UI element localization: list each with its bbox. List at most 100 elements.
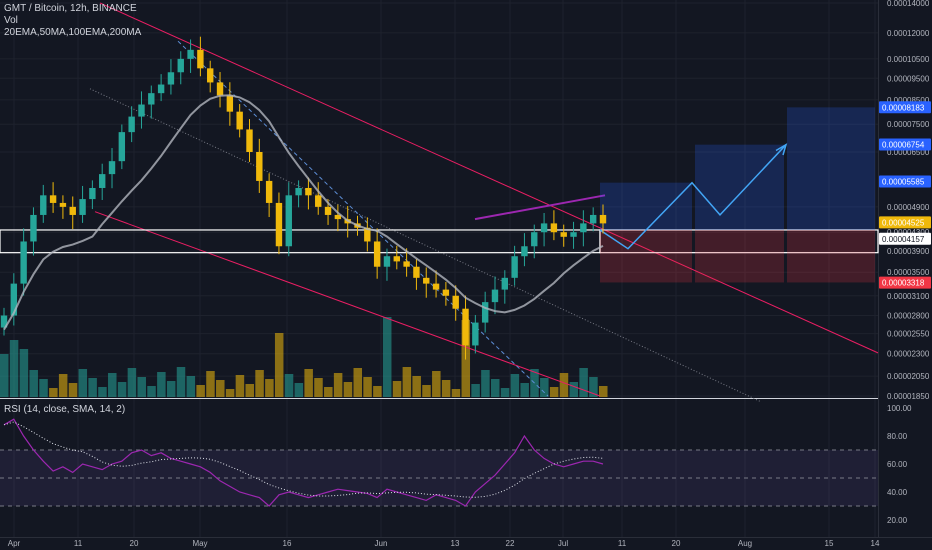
- candle: [128, 116, 135, 133]
- volume-bar: [274, 333, 284, 397]
- rsi-tick-label: 60.00: [887, 460, 908, 469]
- price-tick-label: 0.00003100: [887, 292, 930, 301]
- candle: [462, 308, 469, 346]
- volume-bar: [68, 383, 78, 397]
- candle: [432, 283, 440, 290]
- candle: [403, 261, 410, 267]
- candle: [501, 277, 509, 290]
- volume-bar: [500, 388, 510, 397]
- volume-bar: [0, 354, 9, 397]
- time-tick-label: 13: [451, 539, 460, 548]
- price-label-bg: [879, 101, 931, 114]
- volume-bars: [0, 317, 608, 397]
- candle: [187, 49, 194, 59]
- rsi-tick-label: 20.00: [887, 516, 908, 525]
- volume-bar: [549, 387, 559, 397]
- price-tick-label: 0.00001850: [887, 392, 930, 401]
- candle: [383, 256, 391, 267]
- stop-box: [600, 229, 692, 283]
- dashed-trendline: [177, 40, 549, 397]
- volume-bar: [117, 382, 127, 397]
- candle: [118, 132, 126, 162]
- candle: [413, 266, 420, 278]
- volume-bar: [196, 385, 205, 397]
- price-tick-label: 0.00002300: [887, 350, 930, 359]
- volume-bar: [157, 372, 166, 397]
- symbol-title: GMT / Bitcoin, 12h, BINANCE: [4, 3, 137, 14]
- candle: [481, 302, 489, 323]
- volume-bar: [490, 379, 500, 397]
- candle: [0, 315, 8, 328]
- price-label-bg: [879, 232, 931, 245]
- candle: [10, 283, 18, 316]
- candle: [256, 151, 263, 181]
- volume-bar: [284, 374, 294, 397]
- volume-bar: [382, 317, 392, 397]
- candle: [40, 195, 47, 215]
- candle: [177, 58, 184, 73]
- candle: [334, 214, 342, 220]
- candle: [531, 232, 538, 247]
- candle: [216, 82, 224, 96]
- volume-bar: [49, 388, 58, 397]
- moving-average-line: [3, 94, 604, 331]
- price-tick-label: 0.00003500: [887, 268, 930, 277]
- candle: [138, 104, 145, 117]
- price-axis[interactable]: 0.00014000 0.00012000 0.00010500 0.00009500…: [879, 0, 932, 537]
- target-box: [695, 144, 784, 230]
- resistance-line: [474, 194, 606, 221]
- time-tick-label: Jun: [375, 539, 388, 548]
- price-tick-label: 0.00012000: [887, 29, 930, 38]
- candle: [315, 195, 322, 207]
- rsi-axis[interactable]: 100.00 80.00 60.00 40.00 20.00: [887, 404, 912, 525]
- candle: [108, 161, 116, 175]
- candle: [589, 214, 597, 224]
- candle: [167, 72, 175, 85]
- candle: [560, 232, 567, 237]
- volume-bar: [432, 371, 441, 397]
- candle: [599, 214, 607, 224]
- volume-bar: [127, 368, 137, 397]
- volume-bar: [235, 375, 245, 397]
- price-label: 0.00006754: [879, 138, 931, 151]
- price-tick-label: 0.00009500: [887, 74, 930, 83]
- volume-bar: [108, 373, 117, 397]
- axis-background: [879, 0, 932, 537]
- price-label-text: 0.00004157: [882, 235, 925, 244]
- candle: [197, 49, 204, 69]
- volume-bar: [363, 377, 372, 397]
- time-tick-label: May: [192, 539, 207, 548]
- volume-bar: [324, 387, 333, 397]
- candle: [305, 187, 312, 196]
- price-tick-label: 0.00014000: [887, 0, 930, 8]
- time-axis[interactable]: Apr 11 20 May 16 Jun 13 22 Jul 11 20 Aug 15 14: [8, 539, 880, 548]
- volume-bar: [471, 384, 480, 397]
- price-label-bg: [879, 276, 931, 289]
- volume-bar: [481, 370, 490, 397]
- volume-bar: [402, 367, 412, 397]
- price-tick-label: 0.00010500: [887, 55, 930, 64]
- volume-bar: [245, 384, 254, 397]
- volume-bar: [255, 370, 264, 397]
- rsi-tick-label: 80.00: [887, 432, 908, 441]
- price-label-bg: [879, 216, 931, 229]
- target-box: [600, 182, 692, 230]
- candle: [364, 227, 371, 242]
- price-label-text: 0.00005585: [882, 177, 925, 186]
- trendline-drawings[interactable]: [0, 2, 879, 402]
- candle: [452, 295, 459, 309]
- candle: [295, 187, 302, 196]
- volume-bar: [304, 369, 313, 397]
- stop-box: [695, 229, 784, 283]
- time-tick-label: 20: [130, 539, 139, 548]
- volume-bar: [343, 382, 353, 397]
- candle: [30, 214, 37, 242]
- candle: [511, 256, 518, 278]
- candle: [69, 206, 76, 215]
- candle: [265, 180, 273, 203]
- volume-bar: [441, 380, 451, 397]
- volume-bar: [412, 376, 421, 397]
- price-tick-label: 0.00002050: [887, 372, 930, 381]
- time-tick-label: 11: [618, 539, 627, 548]
- volume-bar: [589, 377, 598, 397]
